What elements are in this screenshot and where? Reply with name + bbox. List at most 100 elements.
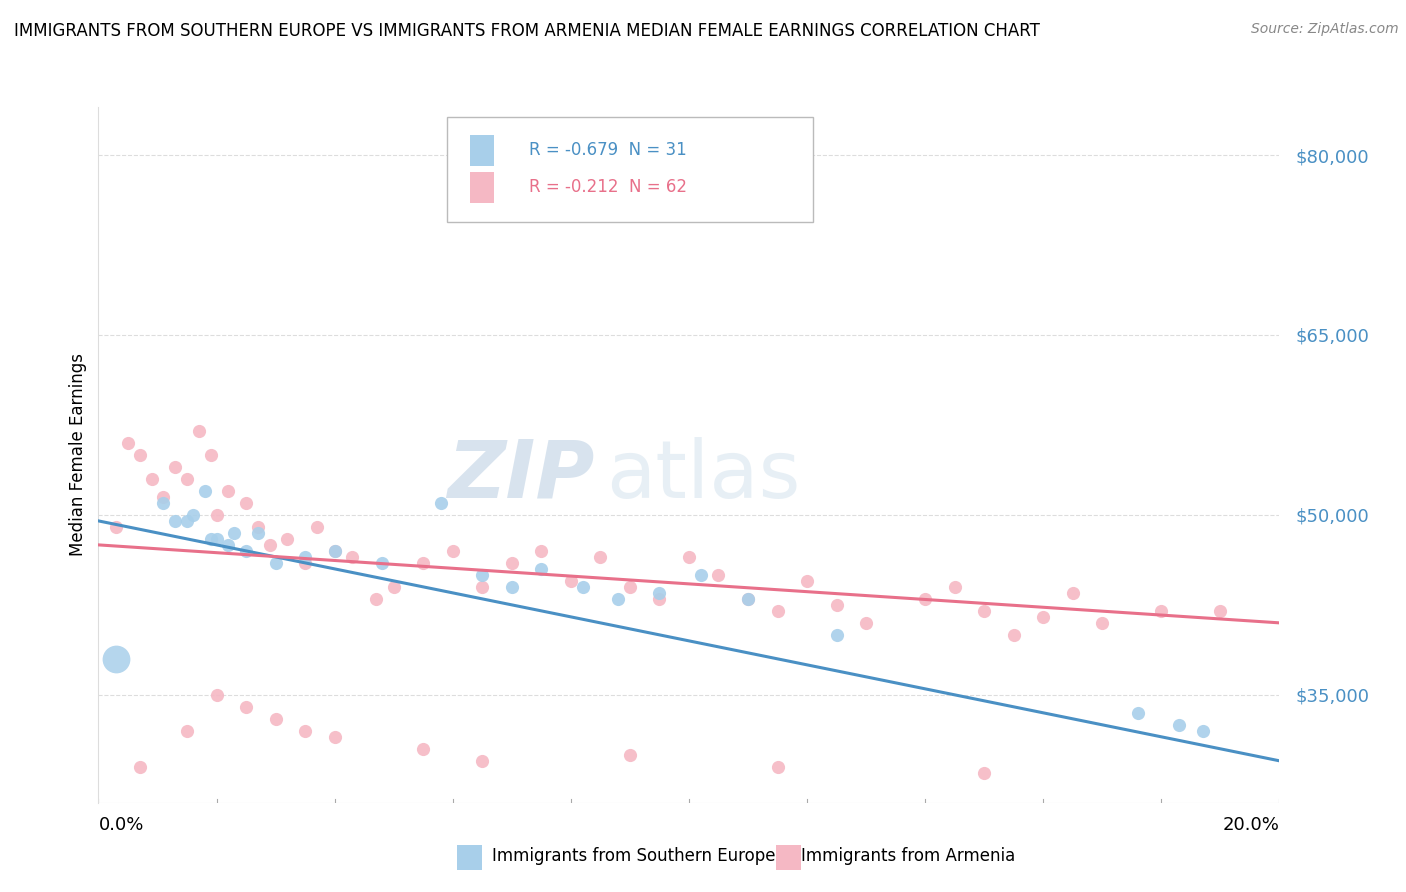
Point — [501, 556, 523, 570]
Point — [796, 574, 818, 588]
Text: Immigrants from Armenia: Immigrants from Armenia — [801, 847, 1015, 865]
Point — [973, 604, 995, 618]
Y-axis label: Median Female Earnings: Median Female Earnings — [69, 353, 87, 557]
Point — [560, 574, 582, 588]
Point — [342, 549, 364, 564]
Point — [737, 591, 759, 606]
Point — [943, 580, 966, 594]
Point — [382, 580, 405, 594]
Point — [471, 580, 494, 594]
Point — [105, 652, 128, 666]
Point — [471, 754, 494, 768]
Point — [589, 549, 612, 564]
Point — [152, 490, 174, 504]
Point — [619, 747, 641, 762]
Point — [217, 538, 239, 552]
Point — [323, 544, 346, 558]
Point — [141, 472, 163, 486]
Point — [323, 730, 346, 744]
Point — [1002, 628, 1025, 642]
Point — [323, 544, 346, 558]
Point — [501, 580, 523, 594]
Point — [678, 549, 700, 564]
Point — [200, 448, 222, 462]
Point — [176, 514, 198, 528]
Point — [165, 459, 187, 474]
Point — [217, 483, 239, 498]
Point — [825, 628, 848, 642]
Point — [1032, 610, 1054, 624]
Point — [607, 591, 630, 606]
Point — [1062, 586, 1084, 600]
Point — [1091, 615, 1114, 630]
Point — [371, 556, 394, 570]
Point — [200, 532, 222, 546]
Point — [1150, 604, 1173, 618]
FancyBboxPatch shape — [447, 118, 813, 222]
Text: R = -0.679  N = 31: R = -0.679 N = 31 — [530, 141, 688, 159]
Point — [1168, 718, 1191, 732]
Point — [152, 496, 174, 510]
Point — [1126, 706, 1149, 720]
Point — [235, 699, 257, 714]
Point — [128, 448, 150, 462]
Point — [294, 549, 316, 564]
Point — [194, 483, 217, 498]
Point — [105, 520, 128, 534]
Point — [176, 472, 198, 486]
Point — [766, 760, 789, 774]
Point — [619, 580, 641, 594]
Point — [571, 580, 593, 594]
Point — [176, 723, 198, 738]
Bar — [471, 172, 494, 203]
Point — [246, 525, 269, 540]
Point — [305, 520, 328, 534]
Bar — [471, 135, 494, 166]
Point — [471, 567, 494, 582]
Text: R = -0.212  N = 62: R = -0.212 N = 62 — [530, 178, 688, 196]
Point — [235, 544, 257, 558]
Text: Source: ZipAtlas.com: Source: ZipAtlas.com — [1251, 22, 1399, 37]
Point — [1209, 604, 1232, 618]
Text: 20.0%: 20.0% — [1223, 816, 1279, 834]
Text: ZIP: ZIP — [447, 437, 595, 515]
Text: Immigrants from Southern Europe: Immigrants from Southern Europe — [492, 847, 776, 865]
Point — [128, 760, 150, 774]
Point — [364, 591, 387, 606]
Point — [276, 532, 298, 546]
Point — [294, 723, 316, 738]
Point — [825, 598, 848, 612]
Point — [648, 591, 671, 606]
Point — [264, 556, 287, 570]
Point — [246, 520, 269, 534]
Point — [187, 424, 209, 438]
Point — [224, 525, 246, 540]
Point — [855, 615, 877, 630]
Point — [412, 556, 434, 570]
Point — [205, 508, 228, 522]
Point — [707, 567, 730, 582]
Point — [294, 556, 316, 570]
Point — [973, 765, 995, 780]
Text: 0.0%: 0.0% — [98, 816, 143, 834]
Point — [181, 508, 204, 522]
Point — [530, 562, 553, 576]
Point — [1191, 723, 1213, 738]
Point — [914, 591, 936, 606]
Point — [441, 544, 464, 558]
Point — [412, 741, 434, 756]
Point — [165, 514, 187, 528]
Point — [530, 544, 553, 558]
Point — [205, 532, 228, 546]
Point — [264, 712, 287, 726]
Point — [205, 688, 228, 702]
Point — [689, 567, 711, 582]
Point — [430, 496, 453, 510]
Point — [117, 436, 139, 450]
Point — [648, 586, 671, 600]
Text: atlas: atlas — [606, 437, 800, 515]
Point — [235, 496, 257, 510]
Point — [259, 538, 281, 552]
Text: IMMIGRANTS FROM SOUTHERN EUROPE VS IMMIGRANTS FROM ARMENIA MEDIAN FEMALE EARNING: IMMIGRANTS FROM SOUTHERN EUROPE VS IMMIG… — [14, 22, 1040, 40]
Point — [766, 604, 789, 618]
